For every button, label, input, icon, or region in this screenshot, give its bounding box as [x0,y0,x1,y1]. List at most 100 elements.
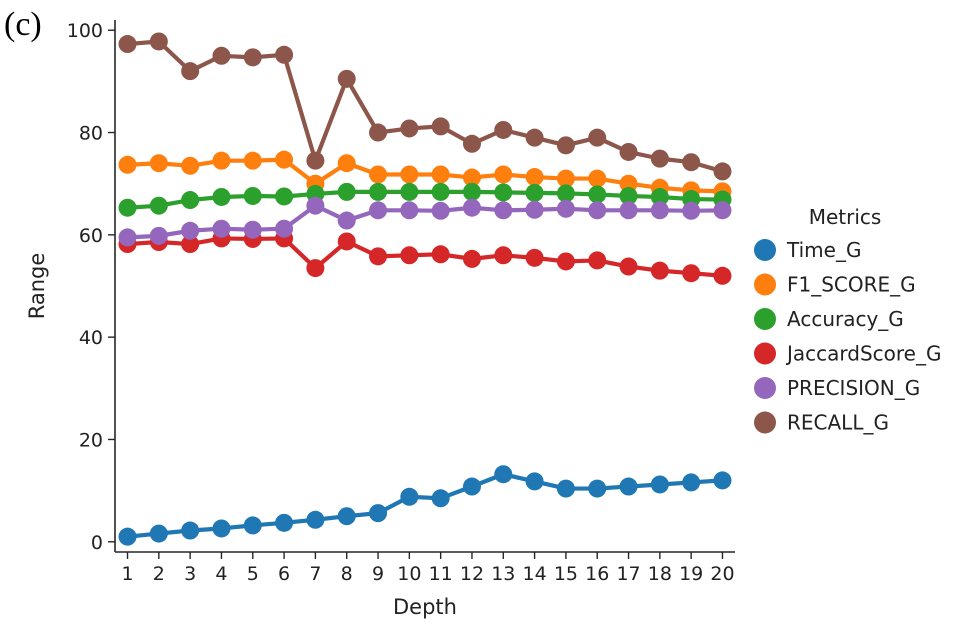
data-point-recall-g [400,119,419,138]
legend-marker-f1-score-g [754,273,776,296]
data-point-f1-score-g [149,154,168,173]
data-point-time-g [400,487,419,506]
legend-marker-time-g [754,239,776,261]
legend-label-f1-score-g: F1_SCORE_G [787,273,916,297]
legend-label-time-g: Time_G [786,238,861,262]
data-point-precision-g [275,219,294,238]
data-point-f1-score-g [525,168,544,187]
data-point-precision-g [650,201,669,220]
data-point-jaccardscore-g [181,235,200,254]
data-point-accuracy-g [275,187,294,206]
x-tick-label: 20 [710,563,734,585]
data-point-jaccardscore-g [650,261,669,280]
series-jaccardscore-g [118,229,732,285]
x-tick-label: 3 [184,563,196,585]
data-point-recall-g [149,32,168,51]
data-point-f1-score-g [118,155,137,174]
data-point-accuracy-g [556,184,575,203]
data-point-f1-score-g [275,150,294,169]
data-point-time-g [462,477,481,496]
data-point-accuracy-g [650,187,669,206]
data-point-accuracy-g [149,196,168,215]
data-point-recall-g [556,136,575,155]
x-tick-label: 13 [491,563,515,585]
y-tick-label: 60 [79,225,103,247]
data-point-time-g [243,516,262,535]
data-point-recall-g [306,151,325,170]
data-point-time-g [337,507,356,526]
y-tick-label: 100 [67,20,103,42]
x-tick-label: 16 [585,563,609,585]
data-point-precision-g [149,226,168,245]
data-point-time-g [682,473,701,492]
data-point-accuracy-g [494,183,513,202]
data-point-accuracy-g [525,183,544,202]
x-tick-label: 14 [523,563,547,585]
x-tick-label: 9 [372,563,384,585]
series-accuracy-g [118,182,732,217]
x-tick-label: 11 [429,563,453,585]
data-point-precision-g [588,201,607,220]
x-tick-label: 10 [397,563,421,585]
data-point-precision-g [306,196,325,215]
data-point-jaccardscore-g [682,264,701,283]
data-point-precision-g [431,201,450,220]
data-point-precision-g [682,201,701,220]
data-point-jaccardscore-g [462,249,481,268]
data-point-jaccardscore-g [400,246,419,265]
x-tick-label: 7 [309,563,321,585]
data-point-jaccardscore-g [588,251,607,270]
data-point-recall-g [181,62,200,81]
data-point-accuracy-g [369,182,388,201]
data-point-time-g [181,521,200,540]
y-axis-title: Range [25,253,49,320]
data-point-f1-score-g [431,165,450,184]
data-point-time-g [525,472,544,491]
data-point-precision-g [713,201,732,220]
data-point-recall-g [118,35,137,54]
data-point-recall-g [650,149,669,168]
series-f1-score-g [118,150,732,201]
legend-marker-precision-g [754,377,776,399]
data-point-jaccardscore-g [525,248,544,267]
data-point-time-g [369,504,388,523]
data-point-recall-g [275,45,294,64]
data-point-recall-g [243,48,262,67]
data-point-time-g [619,477,638,496]
data-point-accuracy-g [118,198,137,217]
x-tick-label: 2 [153,563,165,585]
x-tick-label: 18 [648,563,672,585]
x-tick-label: 1 [121,563,133,585]
data-point-time-g [149,524,168,543]
data-point-time-g [556,479,575,498]
legend-marker-recall-g [754,411,776,434]
data-point-jaccardscore-g [369,247,388,266]
series-time-g [118,465,732,546]
data-point-f1-score-g [337,154,356,173]
data-point-time-g [118,527,137,546]
data-point-f1-score-g [588,169,607,188]
legend-marker-accuracy-g [754,308,776,330]
data-point-accuracy-g [337,182,356,201]
data-point-accuracy-g [212,187,231,206]
x-tick-label: 17 [616,563,640,585]
series-recall-g [118,32,732,181]
y-tick-label: 0 [91,532,103,554]
data-point-precision-g [525,200,544,219]
x-tick-label: 4 [215,563,227,585]
data-point-time-g [431,489,450,508]
data-point-time-g [588,479,607,498]
data-point-time-g [275,513,294,532]
data-point-jaccardscore-g [306,259,325,278]
data-point-precision-g [400,201,419,220]
data-point-time-g [306,510,325,529]
data-point-precision-g [212,219,231,238]
data-point-jaccardscore-g [556,252,575,271]
data-point-recall-g [337,69,356,88]
y-tick-label: 80 [79,123,103,145]
x-tick-label: 5 [247,563,259,585]
data-point-precision-g [337,211,356,230]
data-point-time-g [713,471,732,490]
data-point-f1-score-g [400,165,419,184]
